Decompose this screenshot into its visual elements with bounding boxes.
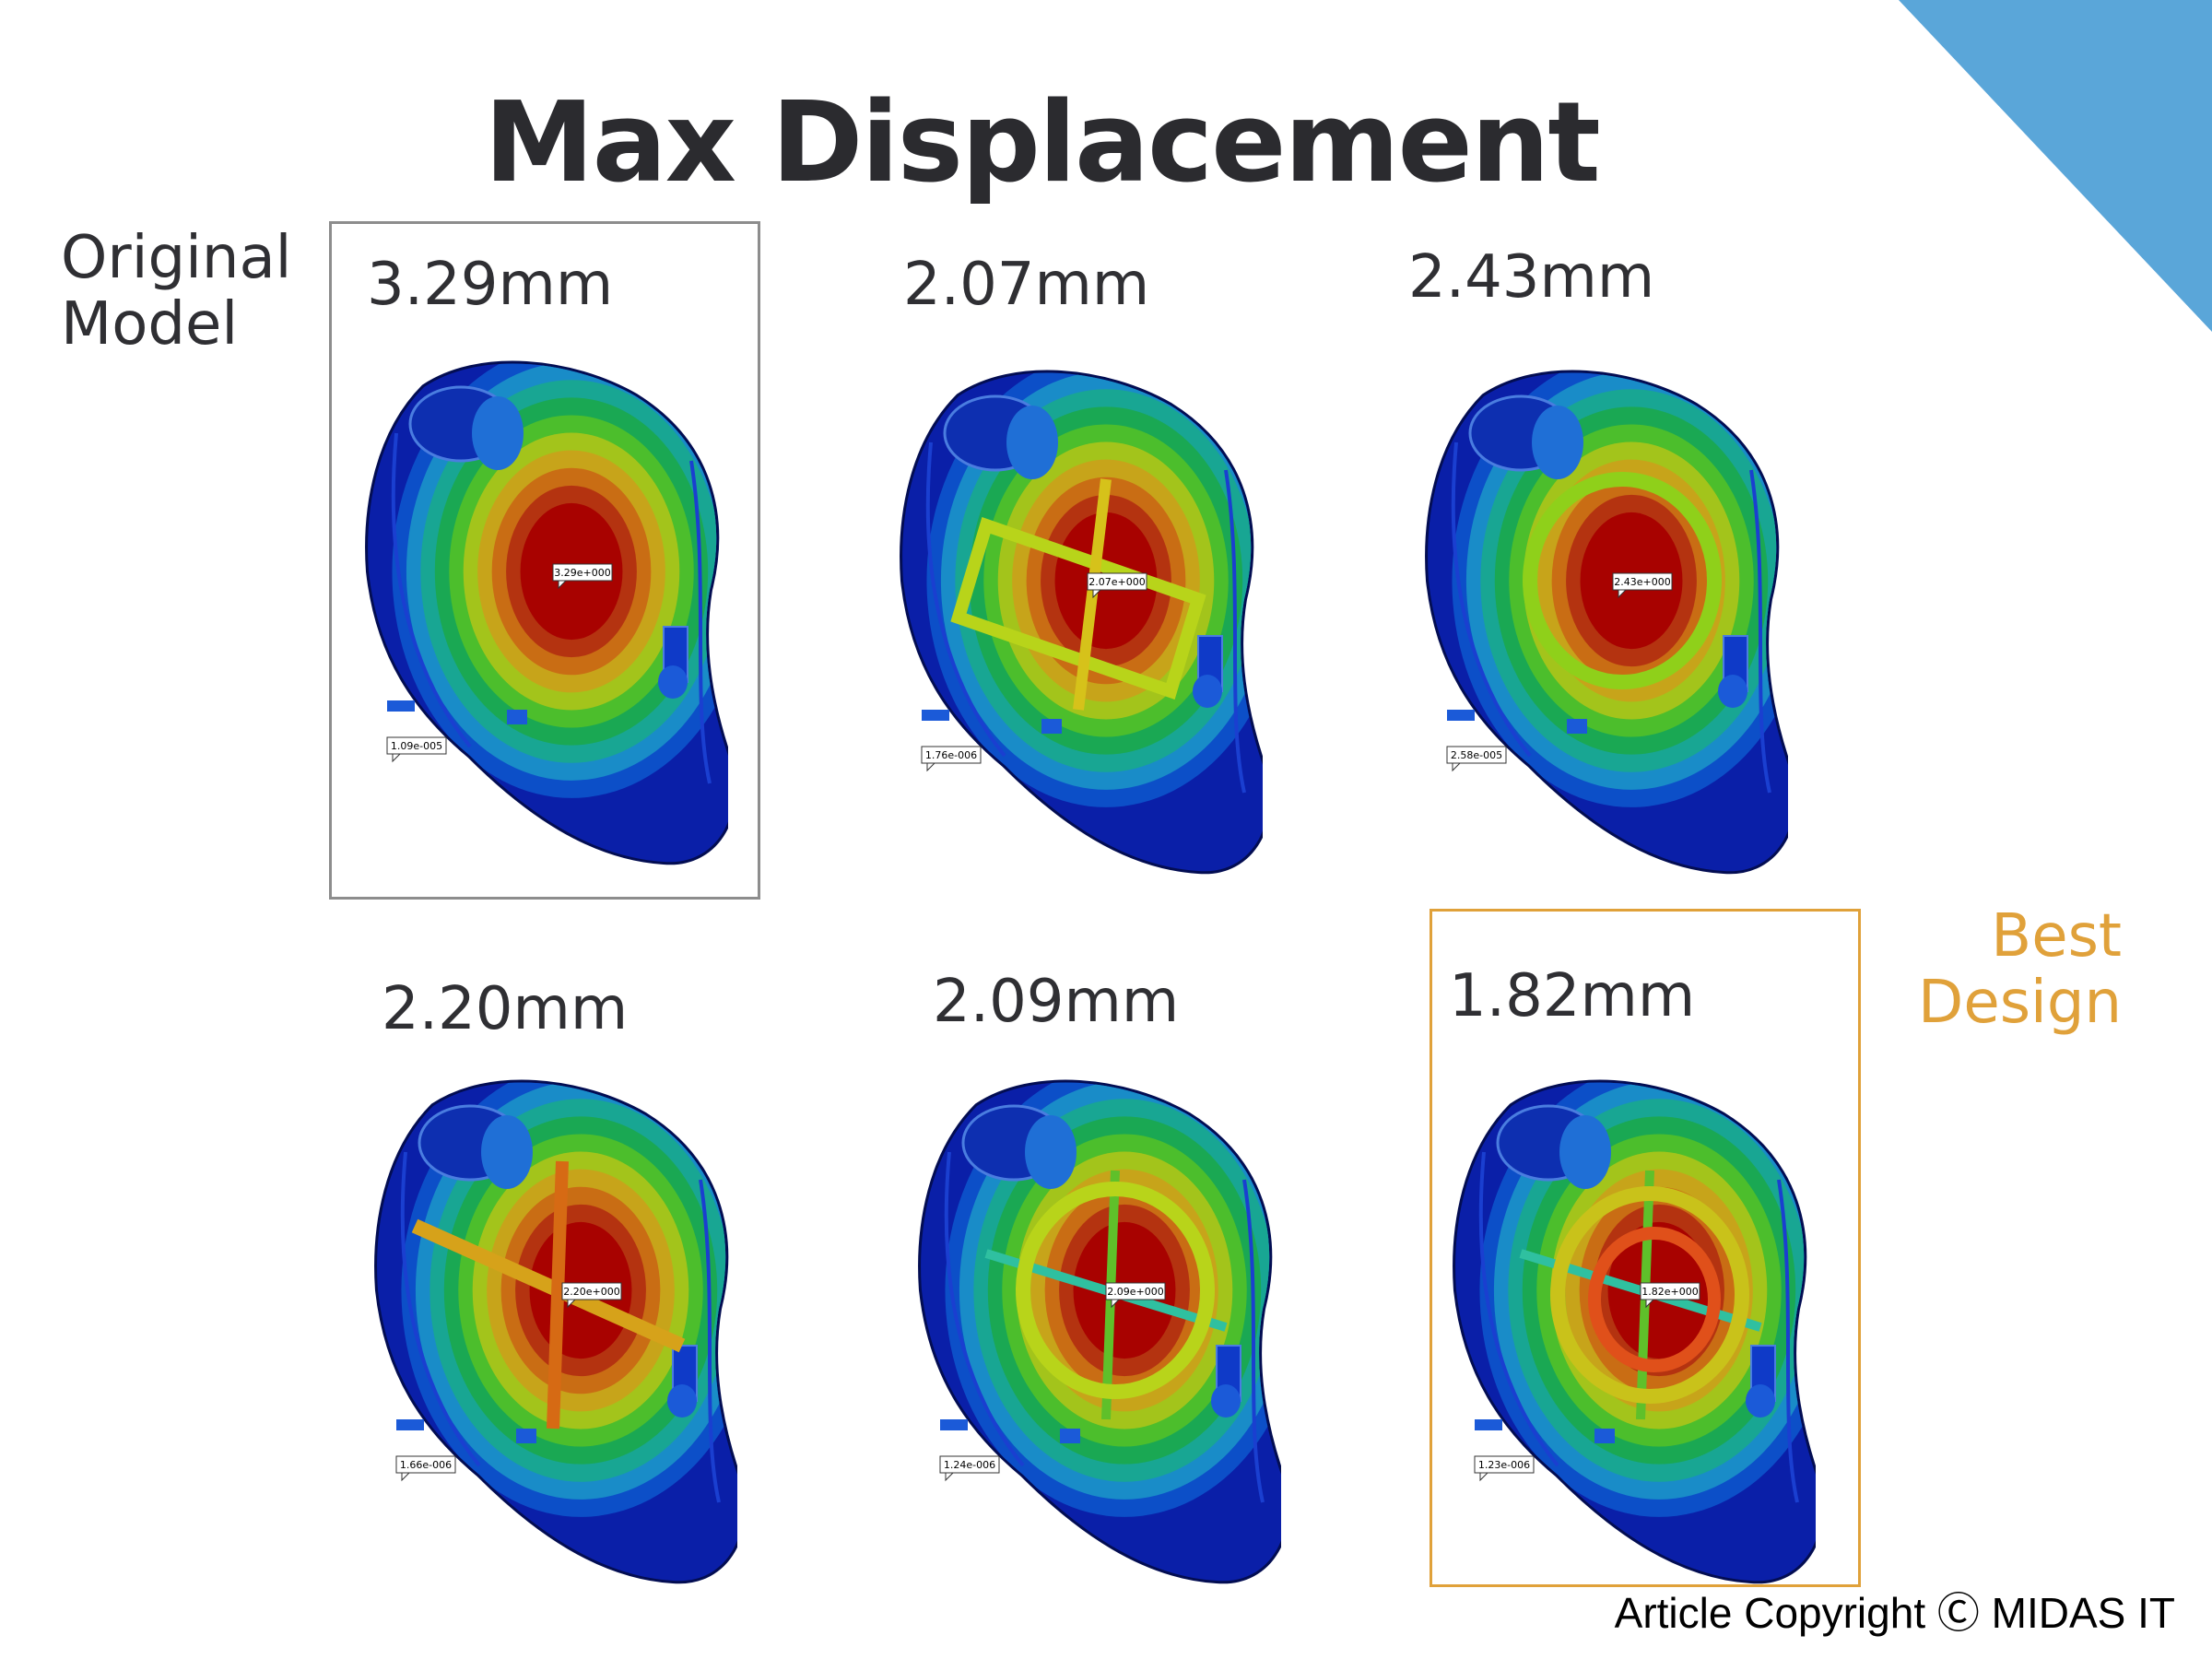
displacement-value-3: 2.43mm <box>1408 243 1655 312</box>
best-design-frame <box>1430 909 1861 1587</box>
contour-panel-1: 3.29e+000 1.09e-005 <box>359 350 728 866</box>
fea-contour-plot: 2.43e+000 2.58e-005 <box>1425 370 1788 875</box>
best-design-label: Best Design <box>1918 903 2122 1036</box>
displacement-value-5: 2.09mm <box>933 968 1180 1036</box>
original-model-label: Original Model <box>61 225 291 358</box>
fea-contour-plot: 2.20e+000 1.66e-006 <box>374 1079 737 1584</box>
displacement-value-1: 3.29mm <box>367 251 614 319</box>
min-displacement-tag: 1.66e-006 <box>400 1459 452 1471</box>
contour-panel-2: 2.07e+000 1.76e-006 <box>894 359 1263 876</box>
original-model-frame <box>329 221 760 900</box>
original-model-label-line1: Original <box>61 224 292 292</box>
min-displacement-tag: 1.76e-006 <box>925 749 977 761</box>
displacement-value-4: 2.20mm <box>382 975 629 1043</box>
corner-accent-triangle <box>1899 0 2212 332</box>
max-displacement-tag: 3.29e+000 <box>554 567 610 579</box>
max-displacement-tag: 2.20e+000 <box>563 1286 619 1298</box>
best-design-label-line2: Design <box>1918 969 2122 1037</box>
best-design-label-line1: Best <box>1991 902 2122 971</box>
original-model-label-line2: Model <box>61 290 239 359</box>
max-displacement-tag: 2.09e+000 <box>1107 1286 1163 1298</box>
displacement-value-2: 2.07mm <box>903 251 1150 319</box>
max-displacement-tag: 2.43e+000 <box>1614 576 1670 588</box>
page-title: Max Displacement <box>484 79 1600 207</box>
contour-panel-3: 2.43e+000 2.58e-005 <box>1419 359 1788 876</box>
contour-panel-6: 1.82e+000 1.23e-006 <box>1447 1069 1816 1585</box>
copyright-notice: Article Copyright Ⓒ MIDAS IT <box>1614 1589 2175 1637</box>
contour-panel-5: 2.09e+000 1.24e-006 <box>912 1069 1281 1585</box>
min-displacement-tag: 1.23e-006 <box>1478 1459 1530 1471</box>
contour-panel-4: 2.20e+000 1.66e-006 <box>369 1069 737 1585</box>
fea-contour-plot: 1.82e+000 1.23e-006 <box>1453 1079 1816 1584</box>
fea-contour-plot: 2.07e+000 1.76e-006 <box>900 370 1263 875</box>
fea-contour-plot: 2.09e+000 1.24e-006 <box>918 1079 1281 1584</box>
min-displacement-tag: 2.58e-005 <box>1451 749 1502 761</box>
min-displacement-tag: 1.09e-005 <box>391 740 442 752</box>
fea-contour-plot: 3.29e+000 1.09e-005 <box>365 360 728 865</box>
min-displacement-tag: 1.24e-006 <box>944 1459 995 1471</box>
max-displacement-tag: 1.82e+000 <box>1641 1286 1698 1298</box>
max-displacement-tag: 2.07e+000 <box>1088 576 1145 588</box>
displacement-value-6: 1.82mm <box>1449 962 1696 1030</box>
